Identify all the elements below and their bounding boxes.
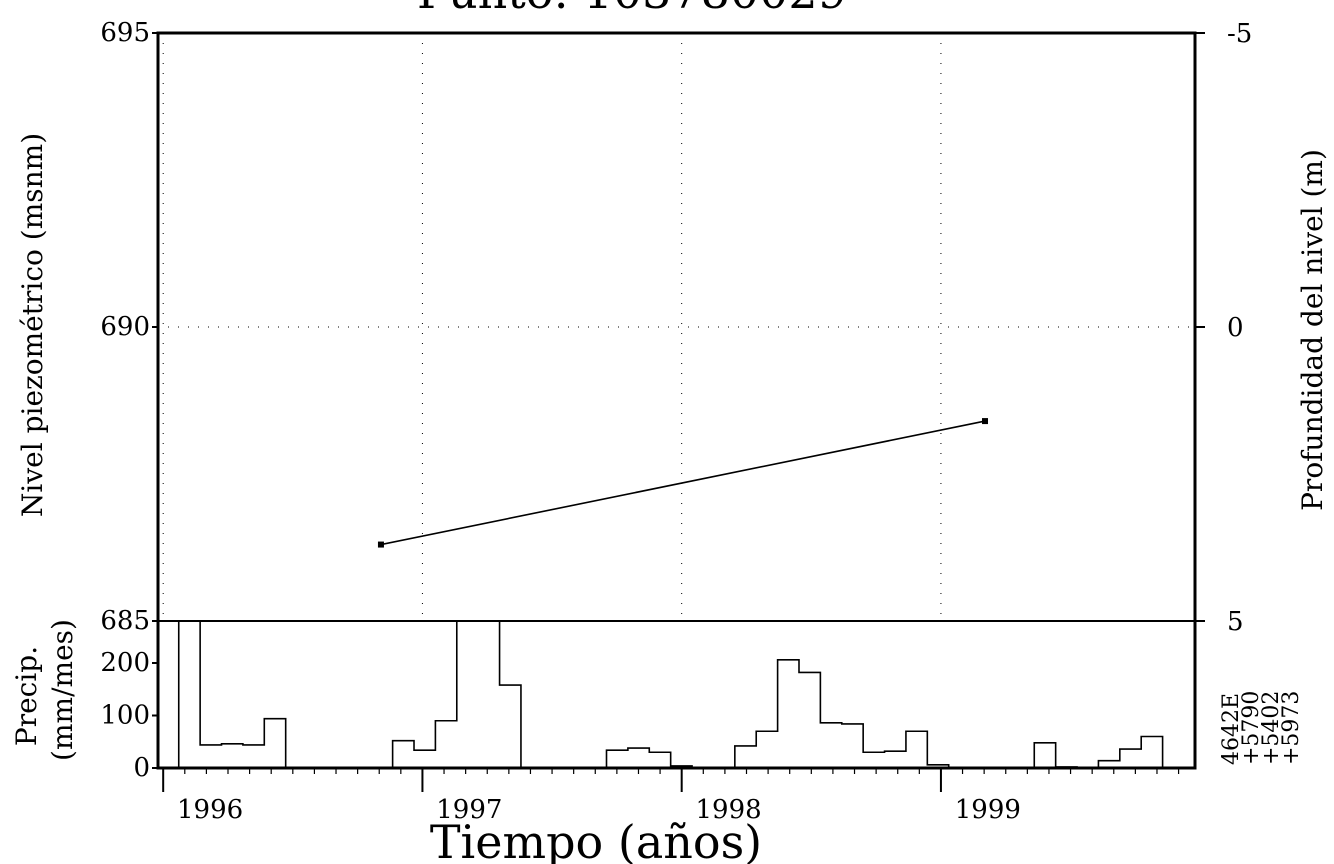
precip-label-line2: (mm/mes) [46, 619, 79, 761]
chart-title: Punto: 103780029 [417, 0, 847, 19]
x-tick-label: 1999 [955, 795, 1021, 825]
precip-tick-label: 100 [100, 701, 150, 731]
y-right-tick-label: 0 [1227, 313, 1244, 343]
y-axis-right-title: Profundidad del nivel (m) [1296, 149, 1329, 511]
coord-label: +5790 [1239, 691, 1264, 765]
grid-lines [158, 33, 1195, 621]
series-layer [377, 418, 989, 548]
data-point [377, 541, 384, 548]
precip-bars [177, 620, 1184, 769]
x-tick-label: 1998 [696, 795, 762, 825]
y-left-tick-label: 695 [100, 18, 150, 48]
y-right-tick-label: 5 [1227, 607, 1244, 637]
coord-label: +5402 [1259, 691, 1284, 765]
data-point [982, 418, 989, 425]
x-axis-title: Tiempo (años) [430, 815, 762, 864]
y-axis-left-title: Nivel piezométrico (msnm) [16, 133, 49, 517]
series-line [380, 420, 986, 546]
precipitation-histogram [177, 620, 1184, 769]
precip-tick-label: 0 [133, 753, 150, 783]
coord-label: +5973 [1279, 691, 1304, 765]
precip-tick-label: 200 [100, 648, 150, 678]
y-left-tick-label: 685 [100, 606, 150, 636]
y-right-tick-label: -5 [1227, 19, 1252, 49]
x-tick-label: 1996 [177, 795, 243, 825]
precip-label-line1: Precip. [10, 646, 43, 746]
plot-frame [156, 31, 1197, 770]
x-tick-label: 1997 [436, 795, 502, 825]
tick-marks [152, 32, 1205, 792]
coord-label: 4642E [1219, 693, 1244, 765]
y-left-tick-label: 690 [100, 312, 150, 342]
chart-frame [156, 31, 1197, 770]
